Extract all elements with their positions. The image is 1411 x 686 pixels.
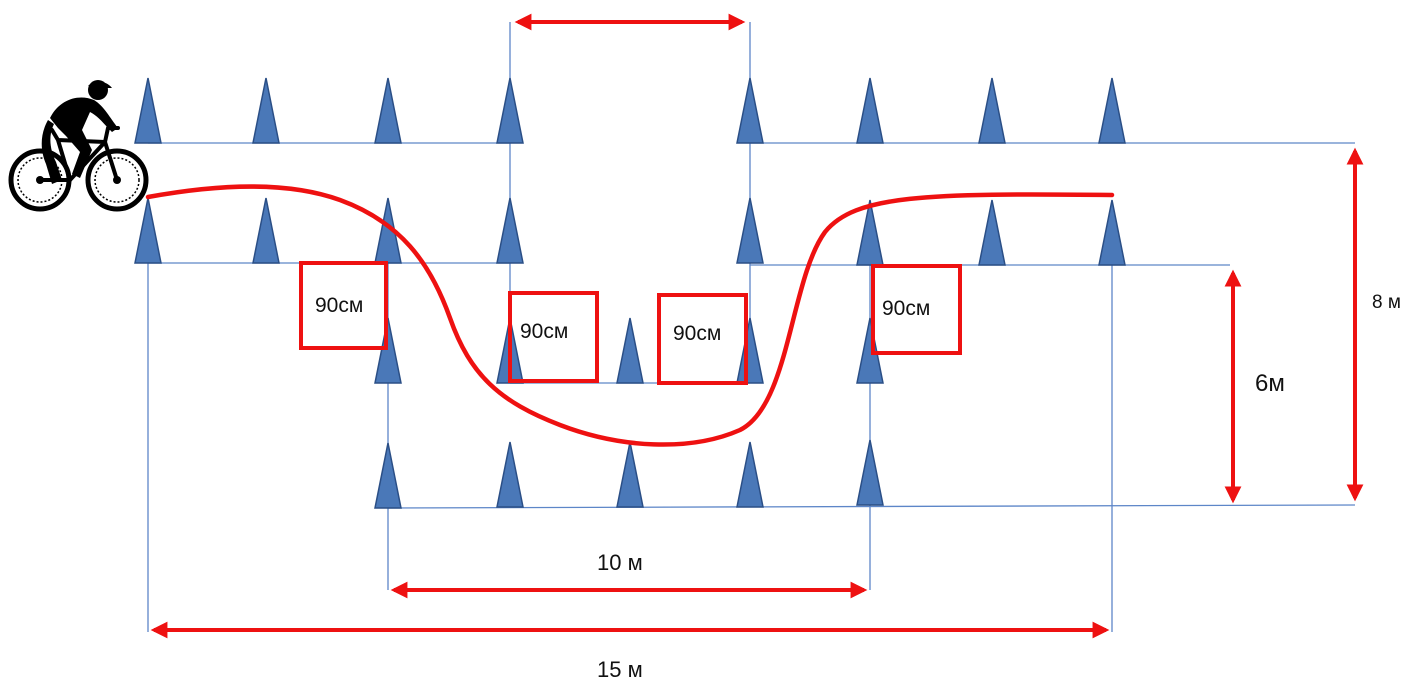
outer-width-label: 15 м bbox=[597, 657, 643, 682]
cone-icon bbox=[978, 77, 1006, 144]
box-label-1: 90см bbox=[315, 294, 364, 317]
cone-icon bbox=[736, 317, 764, 384]
box-4 bbox=[871, 264, 962, 355]
cone-icon bbox=[134, 77, 162, 144]
inner-width-label: 10 м bbox=[597, 550, 643, 575]
cone-icon bbox=[374, 317, 402, 384]
cone-icon bbox=[374, 442, 402, 509]
cone-icon bbox=[1098, 77, 1126, 144]
cone-icon bbox=[978, 199, 1006, 266]
dimension-arrows bbox=[150, 13, 1364, 639]
cone-icon bbox=[856, 439, 884, 506]
cone-icon bbox=[1098, 199, 1126, 266]
box-3 bbox=[657, 293, 748, 385]
cone-icon bbox=[736, 197, 764, 264]
box-label-4: 90см bbox=[882, 297, 931, 320]
box-2 bbox=[508, 291, 599, 383]
cone-icon bbox=[134, 197, 162, 264]
cone-icon bbox=[252, 197, 280, 264]
cone-icon bbox=[616, 317, 644, 384]
boxes-group bbox=[299, 261, 962, 385]
cone-icon bbox=[856, 199, 884, 266]
cone-icon bbox=[736, 441, 764, 508]
track-path bbox=[145, 184, 1115, 447]
box-label-2: 90см bbox=[520, 320, 569, 343]
outer-depth-label: 8 м bbox=[1372, 292, 1401, 313]
cone-icon bbox=[374, 77, 402, 144]
box-1 bbox=[299, 261, 388, 350]
cone-icon bbox=[616, 441, 644, 508]
cone-icon bbox=[736, 77, 764, 144]
cone-icon bbox=[496, 77, 524, 144]
inner-depth-label: 6м bbox=[1255, 370, 1285, 397]
cone-icon bbox=[856, 317, 884, 384]
cone-icon bbox=[856, 77, 884, 144]
box-label-3: 90см bbox=[673, 322, 722, 345]
cone-icon bbox=[496, 441, 524, 508]
cyclist-icon bbox=[8, 80, 149, 212]
cones-group bbox=[134, 77, 1126, 509]
cone-icon bbox=[252, 77, 280, 144]
cone-icon bbox=[496, 197, 524, 264]
guide-line bbox=[387, 504, 1356, 509]
